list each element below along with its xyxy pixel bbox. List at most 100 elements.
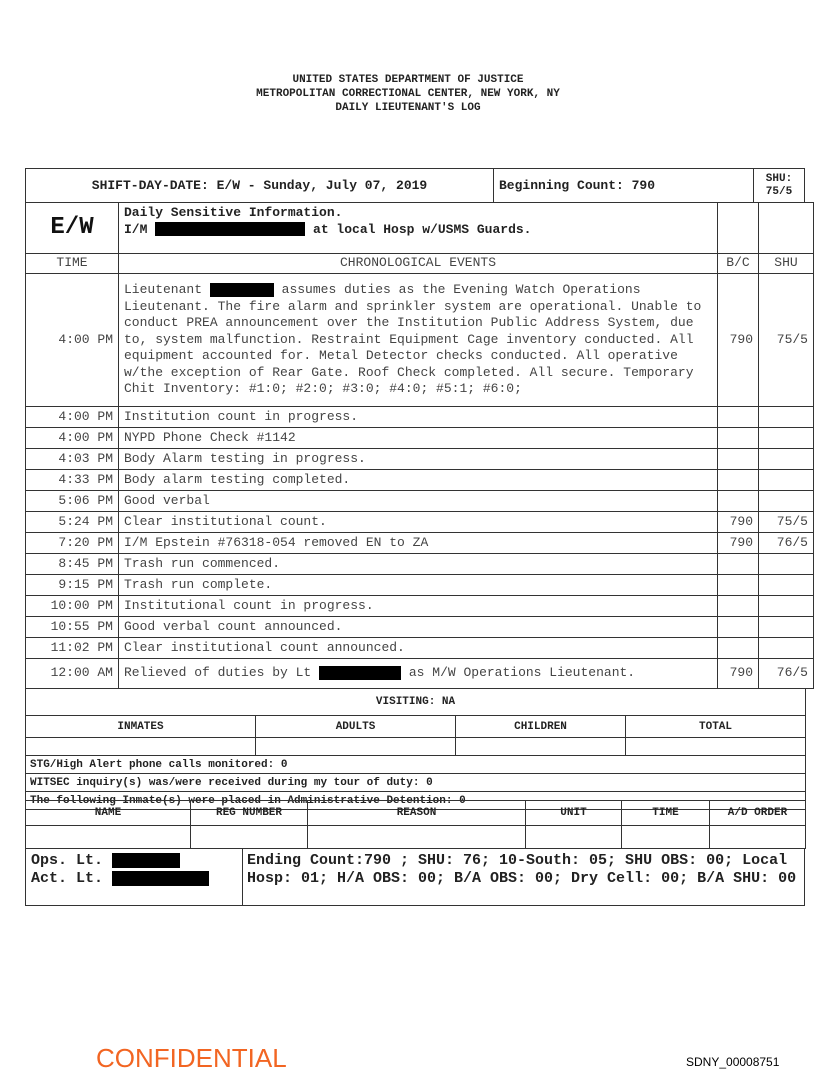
entry-shu (758, 469, 814, 491)
entry-shu: 75/5 (758, 273, 814, 407)
visiting-header: ADULTS (255, 715, 456, 738)
entry-event: Trash run commenced. (118, 553, 718, 575)
entry-shu (758, 553, 814, 575)
entry-time: 4:00 PM (25, 273, 119, 407)
entry-bc (717, 490, 759, 512)
entry-bc (717, 448, 759, 470)
footer-table: Ops. Lt. Act. Lt. Ending Count:790 ; SHU… (25, 848, 805, 906)
entry-shu (758, 574, 814, 596)
redaction (155, 222, 306, 237)
entry-time: 7:20 PM (25, 532, 119, 554)
entry-bc (717, 616, 759, 638)
ad-header: REG NUMBER (190, 800, 308, 826)
shu-count: SHU: 75/5 (753, 168, 805, 203)
entry-pre: Lieutenant (124, 282, 203, 298)
log-row: 5:06 PM Good verbal (25, 490, 814, 512)
entry-event: I/M Epstein #76318-054 removed EN to ZA (118, 532, 718, 554)
entry-time: 4:00 PM (25, 406, 119, 428)
ad-table: NAME REG NUMBER REASON UNIT TIME A/D ORD… (25, 800, 806, 849)
entry-time: 5:24 PM (25, 511, 119, 533)
visiting-header: INMATES (25, 715, 256, 738)
redaction (209, 282, 274, 297)
entry-shu: 75/5 (758, 511, 814, 533)
entry-shu (758, 490, 814, 512)
entry-time: 9:15 PM (25, 574, 119, 596)
log-row: 10:00 PM Institutional count in progress. (25, 595, 814, 617)
entry-event: Body alarm testing completed. (118, 469, 718, 491)
ad-header: TIME (621, 800, 710, 826)
redaction (112, 870, 210, 886)
entry-post: as M/W Operations Lieutenant. (408, 665, 636, 681)
entry-bc (717, 574, 759, 596)
entry-event: Relieved of duties by Lt as M/W Operatio… (118, 658, 718, 689)
entry-bc (717, 595, 759, 617)
ending-count-summary: Ending Count:790 ; SHU: 76; 10-South: 05… (242, 848, 805, 906)
entry-time: 8:45 PM (25, 553, 119, 575)
shift-code: E/W (25, 202, 119, 254)
entry-bc (717, 469, 759, 491)
log-row: 11:02 PM Clear institutional count announ… (25, 637, 814, 659)
ad-header: UNIT (525, 800, 622, 826)
header-line: DAILY LIEUTENANT'S LOG (335, 102, 481, 114)
entry-text: assumes duties as the Evening Watch Oper… (124, 282, 702, 397)
entry-bc: 790 (717, 532, 759, 554)
signatures: Ops. Lt. Act. Lt. (25, 848, 243, 906)
ad-header: A/D ORDER (709, 800, 806, 826)
beginning-count: Beginning Count: 790 (493, 168, 754, 203)
header-line: METROPOLITAN CORRECTIONAL CENTER, NEW YO… (256, 88, 560, 100)
note-line: STG/High Alert phone calls monitored: 0 (24, 755, 807, 774)
entry-shu (758, 637, 814, 659)
entry-time: 10:00 PM (25, 595, 119, 617)
entry-time: 4:33 PM (25, 469, 119, 491)
log-row: 4:00 PM Institution count in progress. (25, 406, 814, 428)
log-row: 8:45 PM Trash run commenced. (25, 553, 814, 575)
log-row: 9:15 PM Trash run complete. (25, 574, 814, 596)
entry-time: 10:55 PM (25, 616, 119, 638)
sensitive-prefix: I/M (124, 221, 148, 237)
entry-shu (758, 616, 814, 638)
entry-shu (758, 406, 814, 428)
entry-time: 4:03 PM (25, 448, 119, 470)
redaction (319, 665, 402, 680)
visiting-table: VISITING: NA INMATES ADULTS CHILDREN TOT… (24, 688, 807, 810)
header-line: UNITED STATES DEPARTMENT OF JUSTICE (292, 74, 524, 86)
entry-time: 5:06 PM (25, 490, 119, 512)
entry-event: Institutional count in progress. (118, 595, 718, 617)
ad-header: REASON (307, 800, 526, 826)
confidential-stamp: CONFIDENTIAL (96, 1043, 287, 1073)
col-time: TIME (25, 253, 119, 274)
sensitive-suffix: at local Hosp w/USMS Guards. (313, 221, 532, 237)
entry-time: 4:00 PM (25, 427, 119, 449)
entry-event: Good verbal count announced. (118, 616, 718, 638)
redaction (112, 852, 181, 868)
visiting-header: CHILDREN (455, 715, 626, 738)
entry-event: Clear institutional count. (118, 511, 718, 533)
entry-shu (758, 448, 814, 470)
visiting-title: VISITING: NA (24, 688, 807, 716)
log-row: 10:55 PM Good verbal count announced. (25, 616, 814, 638)
shift-day-date: SHIFT-DAY-DATE: E/W - Sunday, July 07, 2… (25, 168, 494, 203)
entry-event: Body Alarm testing in progress. (118, 448, 718, 470)
sensitive-info: Daily Sensitive Information. I/M at loca… (118, 202, 718, 254)
entry-event: NYPD Phone Check #1142 (118, 427, 718, 449)
ad-header: NAME (25, 800, 191, 826)
entry-bc: 790 (717, 273, 759, 407)
entry-bc: 790 (717, 511, 759, 533)
entry-bc (717, 553, 759, 575)
chronological-log: E/W Daily Sensitive Information. I/M at … (25, 202, 814, 689)
entry-bc (717, 406, 759, 428)
entry-event: Trash run complete. (118, 574, 718, 596)
entry-shu: 76/5 (758, 532, 814, 554)
entry-time: 11:02 PM (25, 637, 119, 659)
entry-shu (758, 427, 814, 449)
note-line: WITSEC inquiry(s) was/were received duri… (24, 773, 807, 792)
bates-number: SDNY_00008751 (686, 1055, 780, 1069)
ops-lt-label: Ops. Lt. (31, 852, 104, 869)
entry-shu: 76/5 (758, 658, 814, 689)
col-events: CHRONOLOGICAL EVENTS (118, 253, 718, 274)
log-row: 4:00 PM NYPD Phone Check #1142 (25, 427, 814, 449)
shift-header-table: SHIFT-DAY-DATE: E/W - Sunday, July 07, 2… (25, 168, 805, 203)
entry-event: Clear institutional count announced. (118, 637, 718, 659)
sensitive-title: Daily Sensitive Information. (124, 205, 343, 220)
entry-shu (758, 595, 814, 617)
